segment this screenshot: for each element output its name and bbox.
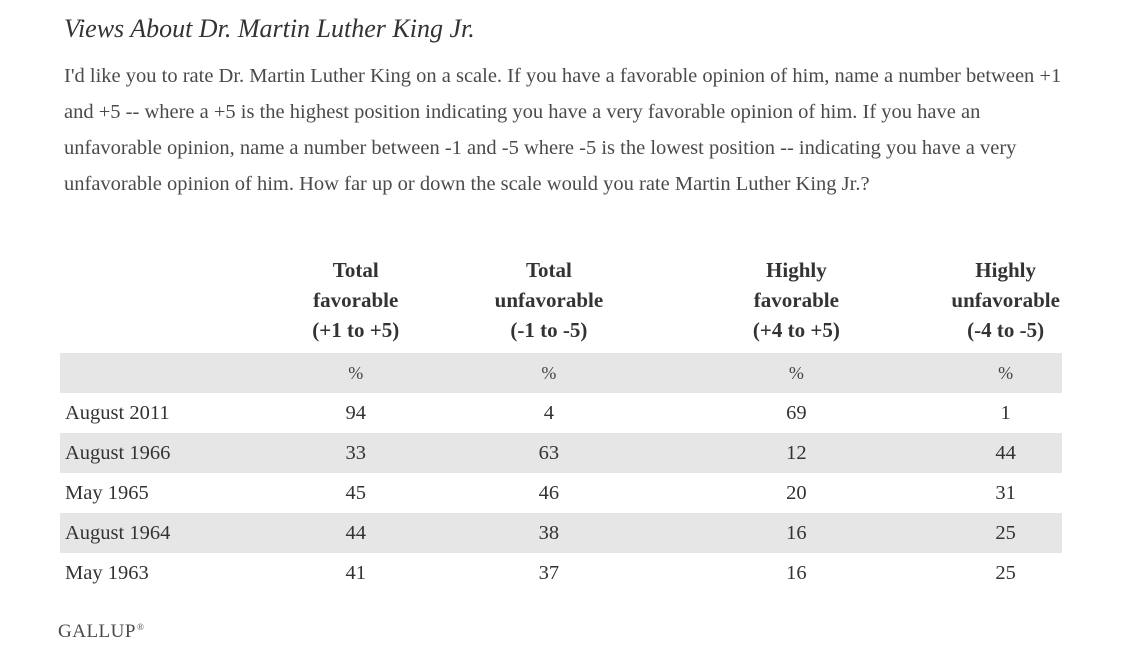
units-row-label [60,353,258,393]
header-corner [60,255,257,353]
value-cell: 4 [543,401,555,424]
row-label: May 1963 [65,561,149,584]
value-cell: 16 [786,561,807,584]
row-label: August 1966 [60,433,258,473]
table-row: August 2011 94 4 69 1 [60,393,1062,433]
results-table: Total favorable (+1 to +5) Total unfavor… [60,255,1062,593]
row-label: August 2011 [65,401,170,424]
value-cell: 45 [345,481,367,504]
unit-cell: % [949,353,1062,393]
table-row: August 1966 33 63 12 44 [60,433,1062,473]
value-cell: 44 [949,433,1062,473]
registered-mark: ® [136,622,145,632]
question-text: I'd like you to rate Dr. Martin Luther K… [64,65,1062,195]
value-cell: 41 [345,561,367,584]
row-label: August 1964 [60,513,258,553]
unit-cell: % [454,353,644,393]
row-label: May 1965 [65,481,149,504]
table-row: May 1963 41 37 16 25 [60,553,1062,593]
value-cell: 16 [643,513,950,553]
unit-cell: % [643,353,950,393]
value-cell: 25 [949,513,1062,553]
logo-text: GALLUP [58,621,136,642]
value-cell: 1 [1000,401,1011,424]
table-row: August 1964 44 38 16 25 [60,513,1062,553]
table-row: May 1965 45 46 20 31 [60,473,1062,513]
value-cell: 33 [257,433,455,473]
header-highly-unfavorable: Highly unfavorable (-4 to -5) [951,258,1060,342]
header-highly-favorable: Highly favorable (+4 to +5) [752,258,840,342]
gallup-logo: GALLUP® [58,621,144,643]
value-cell: 37 [538,561,560,584]
unit-cell: % [257,353,455,393]
value-cell: 38 [454,513,644,553]
header-total-unfavorable: Total unfavorable (-1 to -5) [494,258,604,342]
value-cell: 94 [345,401,367,424]
page-title: Views About Dr. Martin Luther King Jr. [64,14,475,43]
header-row: Total favorable (+1 to +5) Total unfavor… [60,255,1062,353]
value-cell: 25 [995,561,1016,584]
value-cell: 46 [538,481,560,504]
value-cell: 63 [454,433,644,473]
value-cell: 31 [995,481,1016,504]
value-cell: 44 [257,513,455,553]
units-row: % % % % [60,353,1062,393]
header-total-favorable: Total favorable (+1 to +5) [312,258,400,342]
value-cell: 69 [786,401,807,424]
value-cell: 20 [786,481,807,504]
value-cell: 12 [643,433,950,473]
